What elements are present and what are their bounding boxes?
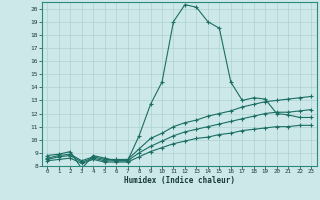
X-axis label: Humidex (Indice chaleur): Humidex (Indice chaleur) (124, 176, 235, 185)
